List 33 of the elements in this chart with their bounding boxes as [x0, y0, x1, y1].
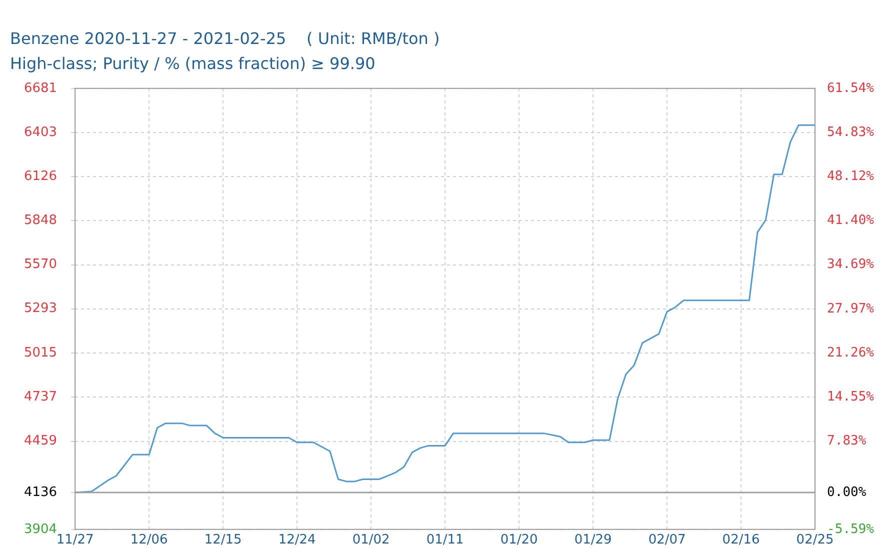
y-tick-label: 4136 [24, 484, 58, 500]
y2-tick-label: 34.69% [827, 257, 874, 272]
y-tick-label: 6681 [24, 80, 58, 96]
chart-title: Benzene 2020-11-27 - 2021-02-25 ( Unit: RMB/ton ) [10, 28, 440, 48]
y-tick-label: 4737 [24, 389, 58, 404]
y-tick-label: 6403 [24, 124, 58, 140]
y2-tick-label: 21.26% [827, 345, 874, 360]
y-tick-label: 4459 [24, 434, 58, 449]
y2-tick-label: 61.54% [827, 80, 874, 96]
x-tick-label: 01/11 [426, 532, 464, 548]
y2-tick-label: 54.83% [827, 124, 874, 140]
y-tick-label: 3904 [24, 522, 58, 537]
y2-tick-label: 0.00% [827, 485, 866, 500]
y2-tick-label: 14.55% [827, 389, 874, 404]
x-tick-label: 12/15 [204, 532, 242, 548]
x-tick-label: 12/24 [278, 532, 316, 548]
y-tick-label: 5015 [24, 345, 58, 360]
chart-subtitle: High-class; Purity / % (mass fraction) ≥ 99.90 [10, 54, 376, 73]
y-tick-label: 5848 [24, 213, 58, 228]
y-tick-label: 6126 [24, 168, 58, 184]
x-tick-label: 02/07 [648, 532, 686, 548]
y2-tick-label: 41.40% [827, 213, 874, 228]
y2-tick-label: 7.83% [827, 434, 866, 449]
x-tick-label: 12/06 [130, 532, 168, 548]
y2-tick-label: 48.12% [827, 168, 874, 184]
x-tick-label: 11/27 [56, 532, 94, 548]
y-tick-label: 5570 [24, 257, 58, 272]
x-tick-label: 01/29 [574, 532, 612, 548]
x-tick-label: 02/16 [722, 532, 760, 548]
x-tick-label: 01/02 [352, 532, 390, 548]
y-tick-label: 5293 [24, 301, 58, 316]
x-tick-label: 01/20 [500, 532, 538, 548]
y2-tick-label: 27.97% [827, 301, 874, 316]
